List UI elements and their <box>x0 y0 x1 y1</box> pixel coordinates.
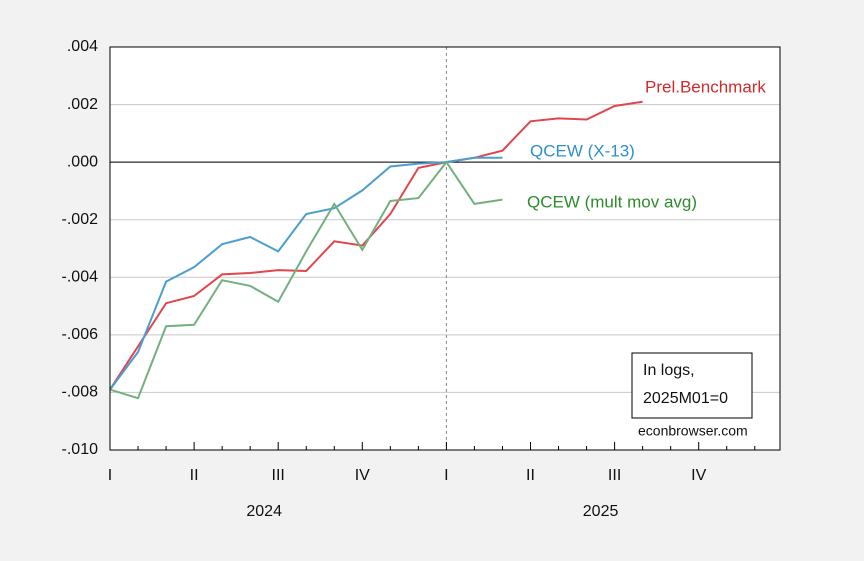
y-tick-label: .000 <box>67 153 98 170</box>
series-label: Prel.Benchmark <box>645 77 766 96</box>
x-tick-label: I <box>108 467 112 484</box>
series-line <box>109 100 643 391</box>
x-tick-label: IV <box>355 467 370 484</box>
y-tick-label: .004 <box>67 38 98 55</box>
series-label: QCEW (mult mov avg) <box>527 192 697 211</box>
plot-frame <box>109 46 781 451</box>
year-label: 2024 <box>246 503 282 520</box>
series-line <box>109 156 503 391</box>
x-tick-label: II <box>526 467 535 484</box>
y-tick-label: -.002 <box>62 211 99 228</box>
annotation: In logs, <box>643 362 695 379</box>
x-tick-label: II <box>190 467 199 484</box>
y-tick-label: -.006 <box>62 326 99 343</box>
source: econbrowser.com <box>638 423 748 439</box>
y-tick-label: -.008 <box>62 384 99 401</box>
y-tick-label: .002 <box>67 96 98 113</box>
x-tick-label: IV <box>691 467 706 484</box>
y-tick-label: -.010 <box>62 441 99 458</box>
series-line <box>109 160 503 400</box>
series-label: QCEW (X-13) <box>530 141 635 160</box>
y-tick-label: -.004 <box>62 269 99 286</box>
x-tick-label: III <box>608 467 621 484</box>
annotation-box <box>631 352 753 419</box>
x-tick-label: III <box>272 467 285 484</box>
year-label: 2025 <box>583 503 619 520</box>
x-tick-label: I <box>444 467 448 484</box>
annotation: 2025M01=0 <box>643 390 728 407</box>
